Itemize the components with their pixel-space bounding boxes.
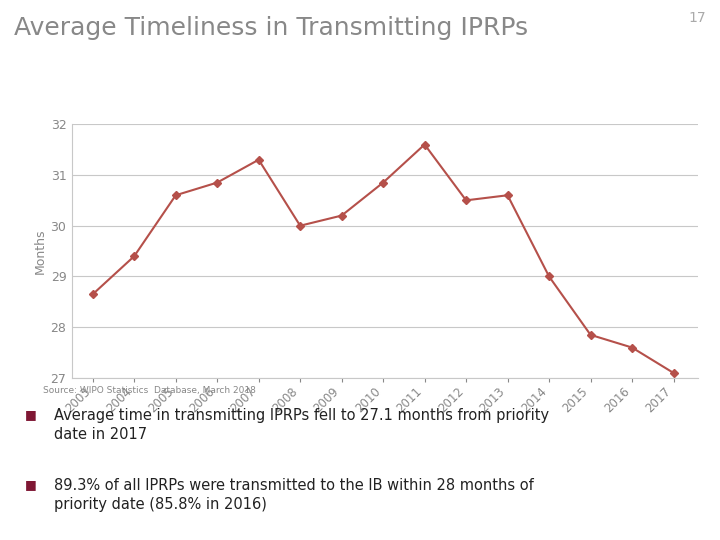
Text: 17: 17 (688, 11, 706, 25)
Text: Source: WIPO Statistics  Database, March 2018: Source: WIPO Statistics Database, March … (43, 386, 256, 395)
Text: Average Timeliness in Transmitting IPRPs: Average Timeliness in Transmitting IPRPs (14, 16, 528, 40)
Y-axis label: Months: Months (33, 228, 46, 274)
Text: ■: ■ (25, 478, 37, 491)
Text: ■: ■ (25, 408, 37, 421)
Text: Average time in transmitting IPRPs fell to 27.1 months from priority
date in 201: Average time in transmitting IPRPs fell … (54, 408, 549, 442)
Text: 89.3% of all IPRPs were transmitted to the IB within 28 months of
priority date : 89.3% of all IPRPs were transmitted to t… (54, 478, 534, 512)
